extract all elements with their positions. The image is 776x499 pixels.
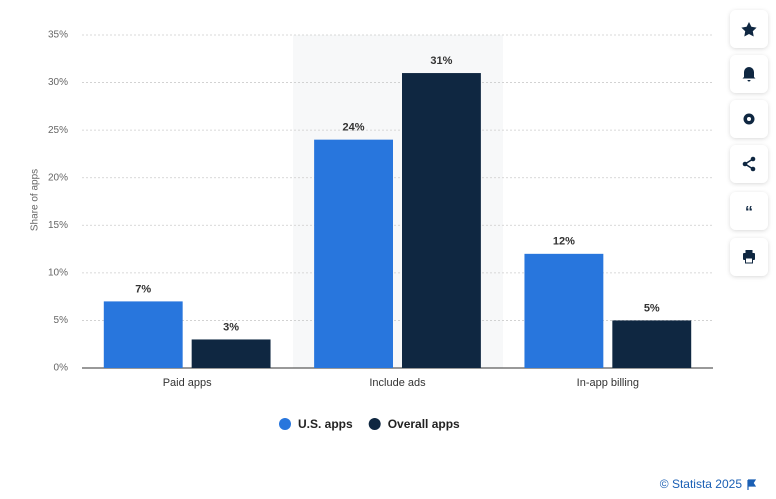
legend-label: Overall apps	[388, 417, 460, 431]
x-tick-label: Include ads	[369, 377, 426, 389]
y-tick-label: 10%	[48, 267, 68, 278]
settings-button[interactable]	[730, 100, 768, 138]
value-label: 3%	[223, 321, 239, 333]
legend-label: U.S. apps	[298, 417, 353, 431]
y-tick-label: 15%	[48, 220, 68, 231]
bell-button[interactable]	[730, 55, 768, 93]
y-tick-label: 20%	[48, 172, 68, 183]
y-tick-label: 0%	[54, 363, 69, 374]
print-button[interactable]	[730, 238, 768, 276]
value-label: 7%	[135, 283, 151, 295]
value-label: 5%	[644, 302, 660, 314]
credit[interactable]: © Statista 2025	[660, 477, 743, 491]
share-button[interactable]	[730, 145, 768, 183]
y-tick-label: 25%	[48, 125, 68, 136]
star-button[interactable]	[730, 10, 768, 48]
bar	[402, 73, 481, 369]
flag-icon	[747, 479, 757, 490]
bar	[612, 320, 692, 368]
legend-marker	[368, 418, 381, 430]
bar	[103, 301, 183, 368]
y-axis-title: Share of apps	[30, 169, 41, 231]
cite-button[interactable]: “	[730, 192, 768, 230]
x-tick-label: In-app billing	[577, 377, 639, 389]
sidebar: “	[730, 10, 768, 276]
legend-marker	[279, 418, 291, 430]
value-label: 31%	[430, 55, 452, 67]
bar	[191, 339, 271, 368]
x-tick-label: Paid apps	[163, 377, 212, 389]
y-tick-label: 35%	[48, 30, 68, 41]
y-tick-label: 5%	[54, 315, 69, 326]
value-label: 24%	[343, 122, 365, 134]
value-label: 12%	[553, 236, 575, 248]
plot: 0% 5% 10% 15% 20% 25% 30% 35% Paid apps 7% 3% Inclu…	[48, 30, 713, 431]
y-tick-label: 30%	[48, 77, 68, 88]
svg-text:“: “	[745, 204, 753, 221]
bar	[524, 253, 604, 368]
bar	[314, 139, 393, 368]
